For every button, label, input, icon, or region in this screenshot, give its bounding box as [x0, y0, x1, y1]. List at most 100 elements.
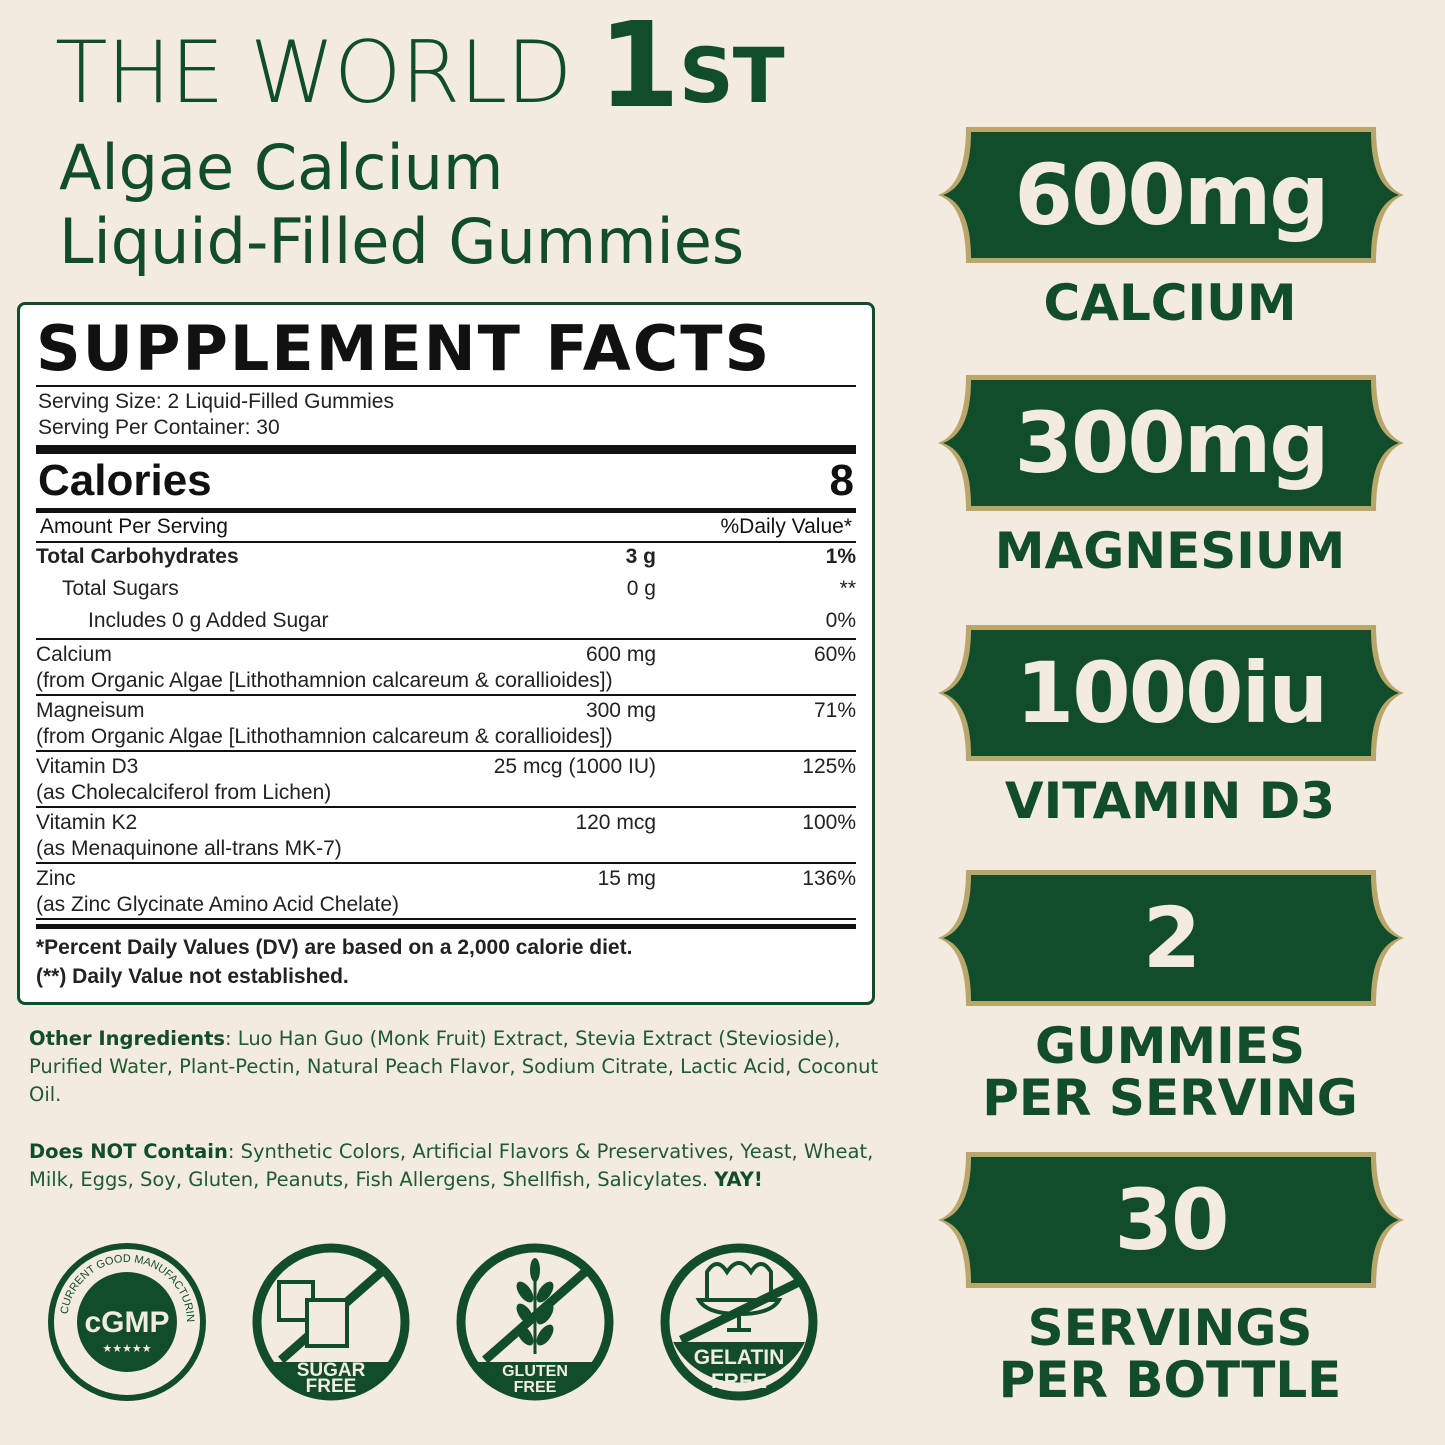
nutrient-name: Total Carbohydrates [36, 545, 239, 568]
highlight-banner: 30 [938, 1152, 1404, 1288]
amount-per-serving: Amount Per Serving [40, 515, 228, 538]
stars-icon: ★★★★★ [102, 1343, 151, 1355]
nutrient-amount: 25 mcg (1000 IU) [493, 755, 656, 778]
highlight-value: 2 [1142, 889, 1201, 987]
headline: THE WORLD 1ST Algae Calcium Liquid-Fille… [55, 6, 785, 279]
does-not-contain-text: : Synthetic Colors, Artificial Flavors &… [29, 1140, 874, 1191]
nutrient-dv: 1% [825, 545, 856, 568]
nutrient-amount: 300 mg [585, 699, 656, 722]
nutrient-row: Vitamin K2 120 mcg 100% (as Menaquinone all… [36, 808, 856, 864]
highlight-label-line2: PER SERVING [982, 1069, 1358, 1127]
nutrient-amount: 600 mg [585, 643, 656, 666]
nutrient-amount: 15 mg [597, 867, 656, 890]
cgmp-badge: CURRENT GOOD MANUFACTURING PRACTICE cGMP… [47, 1242, 206, 1401]
serving-size: Serving Size: 2 Liquid-Filled Gummies [38, 390, 394, 413]
calories-label: Calories [38, 456, 212, 505]
other-ingredients-text: : Luo Han Guo (Monk Fruit) Extract, Stev… [29, 1027, 879, 1106]
highlight-banner: 300mg [938, 375, 1404, 511]
nutrient-source: (as Menaquinone all-trans MK-7) [36, 837, 342, 860]
supplement-facts-panel: SUPPLEMENT FACTS Serving Size: 2 Liquid-… [17, 302, 875, 1005]
sugar-cube-icon [277, 1280, 349, 1348]
highlight-value: 300mg [1014, 394, 1330, 492]
highlight-label: GUMMIES PER SERVING [930, 1020, 1410, 1124]
highlight-banner: 600mg [938, 127, 1404, 263]
certification-badges: CURRENT GOOD MANUFACTURING PRACTICE cGMP… [47, 1242, 819, 1402]
yay-text: YAY! [714, 1168, 763, 1191]
headline-suffix: ST [678, 31, 785, 120]
carbohydrates-group: Total Carbohydrates 3 g 1% Total Sugars 0 g… [36, 543, 856, 640]
does-not-contain: Does NOT Contain: Synthetic Colors, Arti… [29, 1138, 899, 1194]
headline-line3: Liquid-Filled Gummies [59, 205, 745, 278]
nutrient-name: Includes 0 g Added Sugar [88, 609, 329, 632]
daily-value-header: %Daily Value* [720, 515, 852, 538]
servings-per-container: Serving Per Container: 30 [38, 416, 280, 439]
does-not-contain-label: Does NOT Contain [29, 1140, 228, 1163]
badge-text: FREE [514, 1379, 557, 1396]
nutrient-name: Vitamin K2 [36, 811, 138, 834]
headline-line1: THE WORLD [55, 23, 572, 123]
nutrient-name: Zinc [36, 867, 76, 890]
nutrient-dv: 0% [825, 609, 856, 632]
banner-shape [938, 375, 1404, 511]
nutrient-amount [476, 608, 656, 634]
calories-value: 8 [829, 456, 854, 505]
headline-number: 1 [597, 0, 680, 134]
other-ingredients: Other Ingredients: Luo Han Guo (Monk Fru… [29, 1025, 899, 1109]
highlight-value: 1000iu [1015, 644, 1328, 742]
cgmp-text: cGMP [84, 1306, 169, 1339]
nutrient-dv: 125% [802, 755, 856, 778]
nutrient-dv: ** [839, 577, 856, 600]
badge-text: GELATIN [694, 1346, 785, 1369]
nutrient-row: Magneisum 300 mg 71% (from Organic Algae [L… [36, 696, 856, 752]
headline-line2: Algae Calcium [59, 131, 504, 204]
nutrient-source: (as Cholecalciferol from Lichen) [36, 781, 332, 804]
jelly-dessert-icon [695, 1261, 783, 1332]
other-ingredients-label: Other Ingredients [29, 1027, 226, 1050]
sugar-free-badge: SUGAR FREE [252, 1243, 410, 1401]
nutrient-dv: 71% [813, 699, 856, 722]
nutrient-name: Total Sugars [62, 577, 179, 600]
highlight-label-line1: CALCIUM [1043, 274, 1297, 332]
nutrient-dv: 60% [813, 643, 856, 666]
banner-shape [938, 1152, 1404, 1288]
highlight-label-line1: VITAMIN D3 [1004, 772, 1336, 830]
banner-shape [938, 127, 1404, 263]
nutrient-row: Zinc 15 mg 136% (as Zinc Glycinate Amino Ac… [36, 864, 856, 920]
nutrient-dv: 136% [802, 867, 856, 890]
badge-text: SUGAR [297, 1360, 366, 1381]
footnote-dv: *Percent Daily Values (DV) are based on … [36, 936, 633, 959]
badge-text: FREE [306, 1376, 357, 1397]
highlight-label-line1: GUMMIES [1035, 1017, 1305, 1075]
wheat-icon [516, 1258, 554, 1354]
gelatin-free-badge: GELATIN FREE [660, 1243, 818, 1401]
nutrient-amount: 120 mcg [575, 811, 656, 834]
nutrient-dv: 100% [802, 811, 856, 834]
highlight-label-line1: SERVINGS [1027, 1299, 1313, 1357]
nutrient-source: (as Zinc Glycinate Amino Acid Chelate) [36, 893, 399, 916]
facts-title: SUPPLEMENT FACTS [36, 313, 856, 387]
highlight-label: CALCIUM [930, 277, 1410, 329]
highlight-label: SERVINGS PER BOTTLE [930, 1302, 1410, 1406]
nutrient-source: (from Organic Algae [Lithothamnion calca… [36, 669, 613, 692]
highlight-label-line1: MAGNESIUM [994, 522, 1346, 580]
nutrient-name: Calcium [36, 643, 112, 666]
nutrient-row: Calcium 600 mg 60% (from Organic Algae [Lit… [36, 640, 856, 696]
highlight-label-line2: PER BOTTLE [998, 1351, 1342, 1409]
nutrient-amount: 0 g [626, 577, 656, 600]
badge-text: FREE [711, 1370, 767, 1393]
nutrient-row: Vitamin D3 25 mcg (1000 IU) 125% (as Cholec… [36, 752, 856, 808]
banner-shape [938, 870, 1404, 1006]
highlight-value: 30 [1114, 1171, 1230, 1269]
highlight-banner: 2 [938, 870, 1404, 1006]
highlight-label: MAGNESIUM [930, 525, 1410, 577]
gluten-free-badge: GLUTEN FREE [456, 1243, 614, 1401]
nutrient-source: (from Organic Algae [Lithothamnion calca… [36, 725, 613, 748]
highlight-banner: 1000iu [938, 625, 1404, 761]
highlight-value: 600mg [1014, 146, 1330, 244]
footnote-not-established: (**) Daily Value not established. [36, 965, 349, 988]
nutrient-name: Vitamin D3 [36, 755, 139, 778]
nutrient-amount: 3 g [625, 545, 656, 568]
nutrient-name: Magneisum [36, 699, 145, 722]
banner-shape [938, 625, 1404, 761]
highlight-label: VITAMIN D3 [930, 775, 1410, 827]
